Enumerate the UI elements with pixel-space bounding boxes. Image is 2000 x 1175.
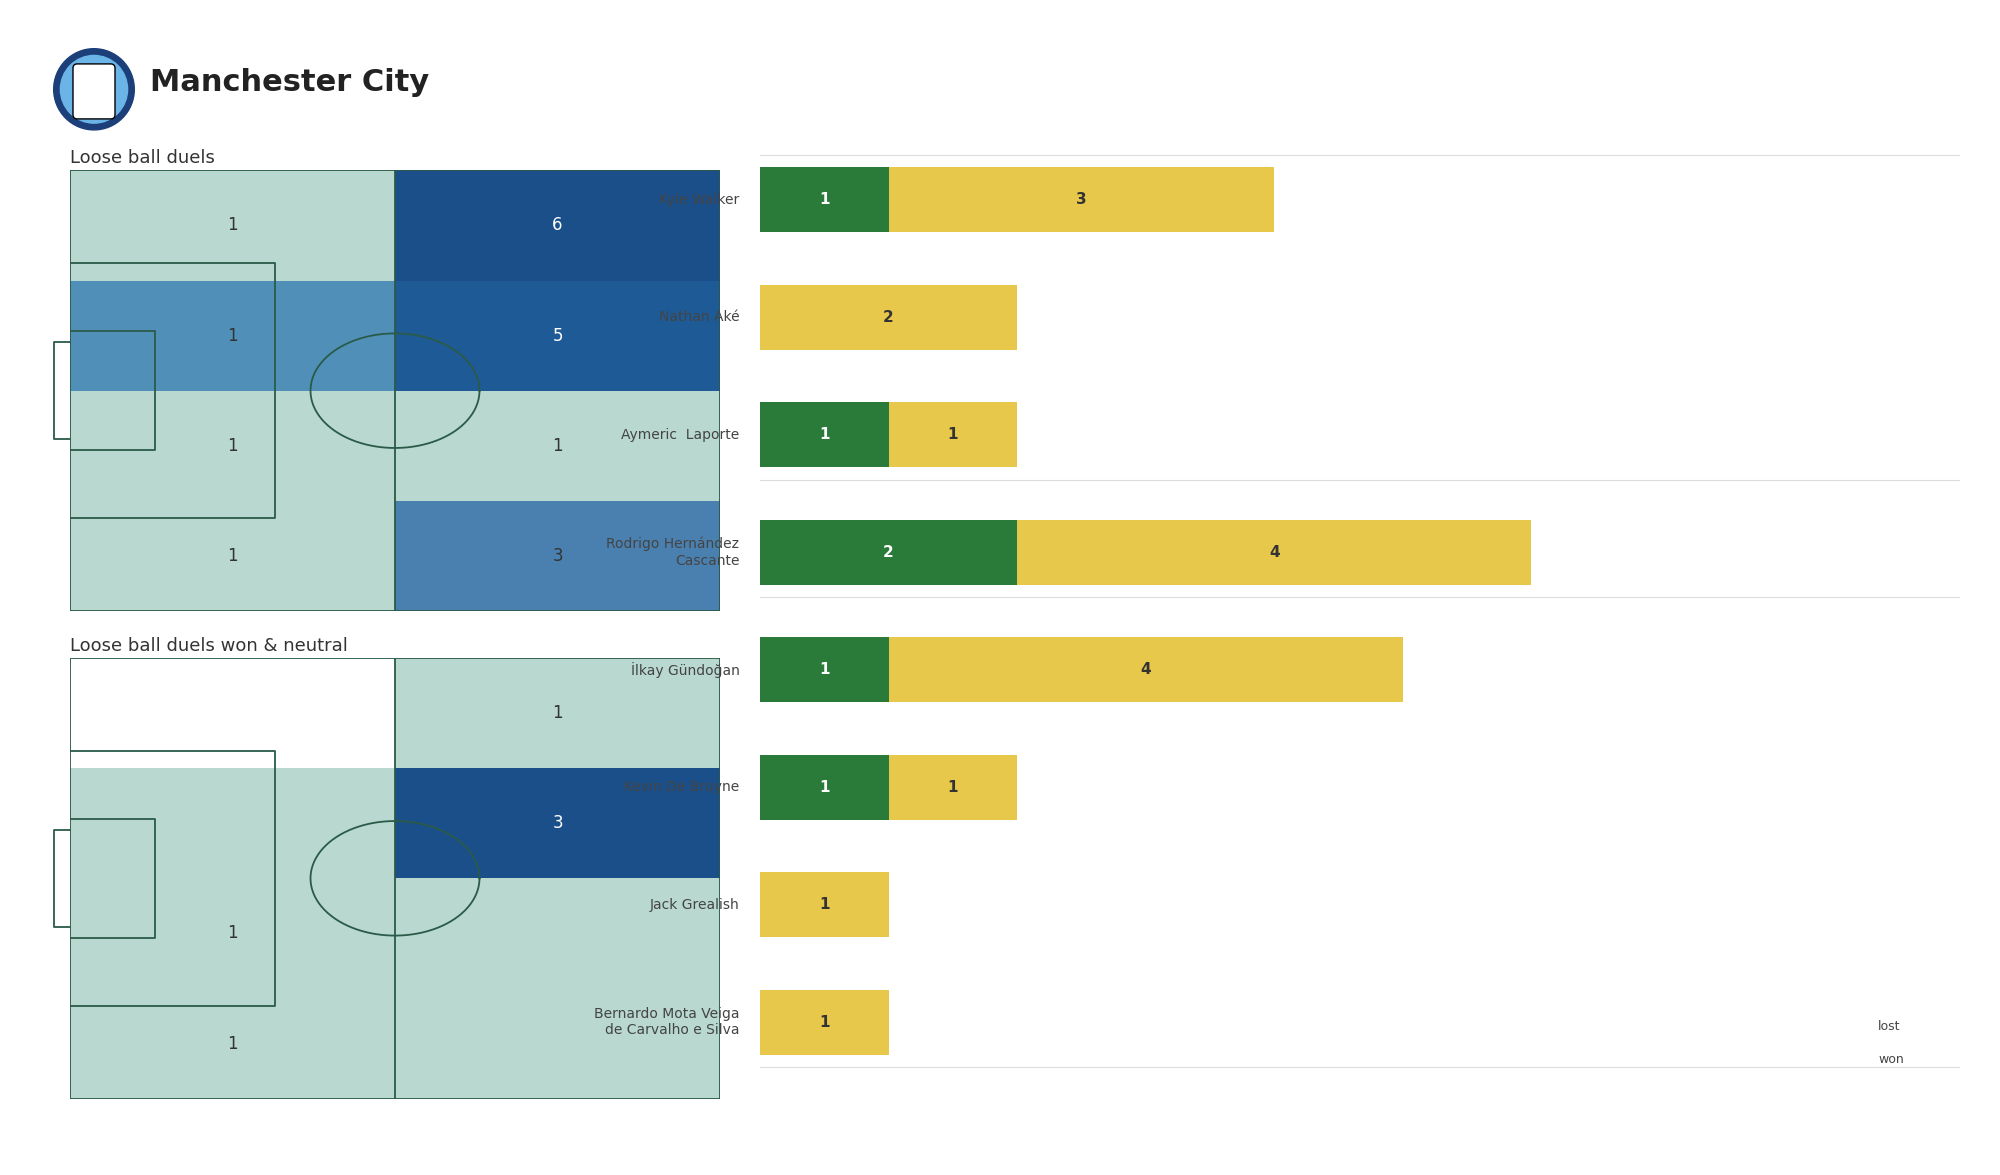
Text: Kyle Walker: Kyle Walker (660, 193, 740, 207)
Bar (1018, 519, 1532, 585)
Text: Nathan Aké: Nathan Aké (658, 310, 740, 324)
Text: Bernardo Mota Veiga
de Carvalho e Silva: Bernardo Mota Veiga de Carvalho e Silva (594, 1007, 740, 1038)
Bar (70, 390, 396, 501)
Text: 1: 1 (552, 704, 562, 723)
Text: Manchester City: Manchester City (150, 68, 430, 96)
Text: 1: 1 (228, 327, 238, 344)
Circle shape (54, 48, 134, 130)
Bar (396, 281, 720, 390)
Bar (396, 390, 720, 501)
Text: Aymeric  Laporte: Aymeric Laporte (622, 428, 740, 442)
Text: 5: 5 (552, 327, 562, 344)
Bar (70, 768, 396, 879)
Text: 2: 2 (884, 310, 894, 324)
Bar (70, 658, 396, 768)
Text: Kevin De Bruyne: Kevin De Bruyne (624, 780, 740, 794)
Bar (760, 402, 888, 466)
Text: 1: 1 (820, 428, 830, 442)
Bar (70, 170, 396, 281)
Bar (888, 637, 1402, 701)
Text: Loose ball duels won & neutral: Loose ball duels won & neutral (70, 637, 348, 654)
Bar (888, 402, 1018, 466)
Text: 1: 1 (228, 1034, 238, 1053)
Bar (70, 281, 396, 390)
Text: 1: 1 (948, 428, 958, 442)
Bar (396, 768, 720, 879)
Text: 1: 1 (820, 898, 830, 912)
Text: 4: 4 (1268, 545, 1280, 559)
Bar (888, 167, 1274, 231)
Bar (70, 501, 396, 611)
Circle shape (60, 55, 128, 123)
Text: 3: 3 (552, 814, 562, 832)
Bar (888, 754, 1018, 820)
Text: 1: 1 (228, 925, 238, 942)
Text: 1: 1 (552, 437, 562, 455)
Text: 1: 1 (820, 663, 830, 677)
Text: 2: 2 (884, 545, 894, 559)
Bar (760, 637, 888, 701)
Text: 1: 1 (820, 780, 830, 794)
Text: 1: 1 (948, 780, 958, 794)
Bar (396, 658, 720, 768)
Text: 1: 1 (820, 1015, 830, 1029)
Text: 6: 6 (552, 216, 562, 235)
Bar (760, 989, 888, 1055)
Text: Jack Grealish: Jack Grealish (650, 898, 740, 912)
Bar (70, 988, 396, 1099)
Text: won: won (1878, 1053, 1904, 1067)
Text: 1: 1 (228, 216, 238, 235)
Text: 1: 1 (820, 193, 830, 207)
Bar (396, 988, 720, 1099)
Bar (760, 167, 888, 231)
Text: İlkay Gündoğan: İlkay Gündoğan (630, 662, 740, 678)
Text: 3: 3 (552, 546, 562, 565)
Text: lost: lost (1878, 1020, 1900, 1034)
Text: 3: 3 (1076, 193, 1086, 207)
Bar (760, 286, 1018, 350)
Bar (396, 170, 720, 281)
Bar (70, 879, 396, 988)
FancyBboxPatch shape (72, 63, 116, 119)
Bar (760, 872, 888, 938)
Bar (396, 879, 720, 988)
Text: Rodrigo Hernández
Cascante: Rodrigo Hernández Cascante (606, 537, 740, 568)
Text: Loose ball duels: Loose ball duels (70, 149, 214, 167)
Text: 4: 4 (1140, 663, 1152, 677)
Text: 1: 1 (228, 437, 238, 455)
Bar (760, 754, 888, 820)
Bar (760, 519, 1018, 585)
Text: 1: 1 (228, 546, 238, 565)
Bar (396, 501, 720, 611)
